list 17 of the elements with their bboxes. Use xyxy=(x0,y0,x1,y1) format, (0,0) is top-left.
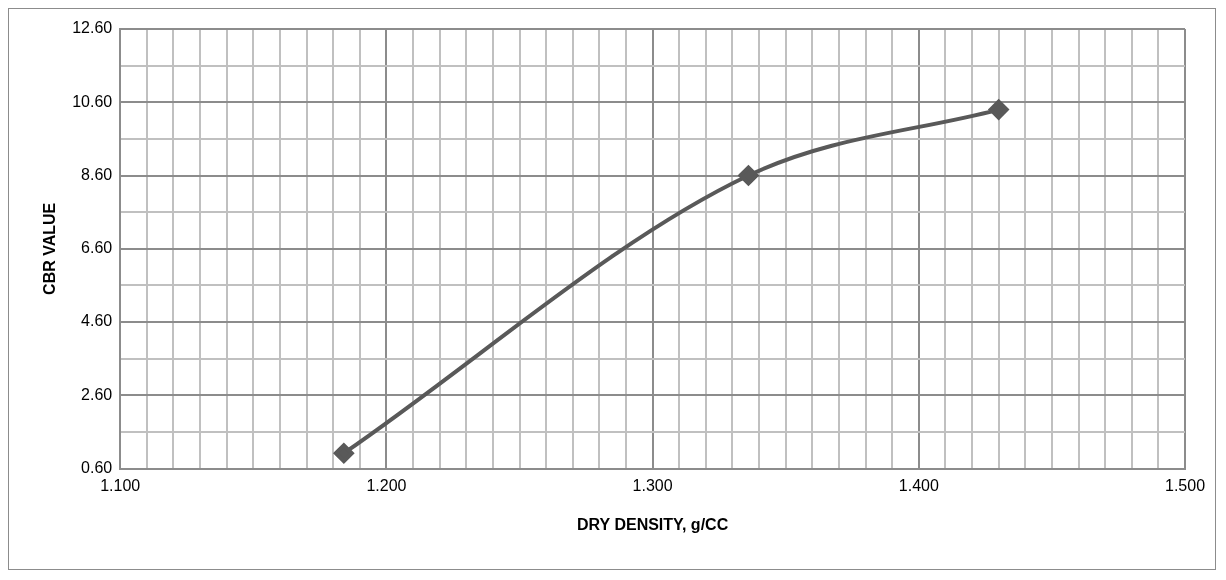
y-tick-label: 2.60 xyxy=(81,385,113,403)
y-tick-label: 10.60 xyxy=(72,92,113,110)
y-axis-title: CBR VALUE xyxy=(41,202,59,295)
x-tick-label: 1.400 xyxy=(898,476,939,494)
y-tick-label: 12.60 xyxy=(72,19,113,37)
point xyxy=(988,99,1009,120)
y-tick-label: 4.60 xyxy=(81,312,113,330)
y-tick-label: 8.60 xyxy=(81,165,113,183)
x-tick-label: 1.100 xyxy=(100,476,141,494)
point xyxy=(333,443,354,464)
point xyxy=(738,165,759,186)
x-tick-label: 1.200 xyxy=(366,476,407,494)
x-axis-title: DRY DENSITY, g/CC xyxy=(577,515,729,533)
x-tick-label: 1.300 xyxy=(632,476,673,494)
x-tick-label: 1.500 xyxy=(1164,476,1206,494)
y-tick-label: 0.60 xyxy=(81,459,113,477)
y-tick-label: 6.60 xyxy=(81,239,113,257)
